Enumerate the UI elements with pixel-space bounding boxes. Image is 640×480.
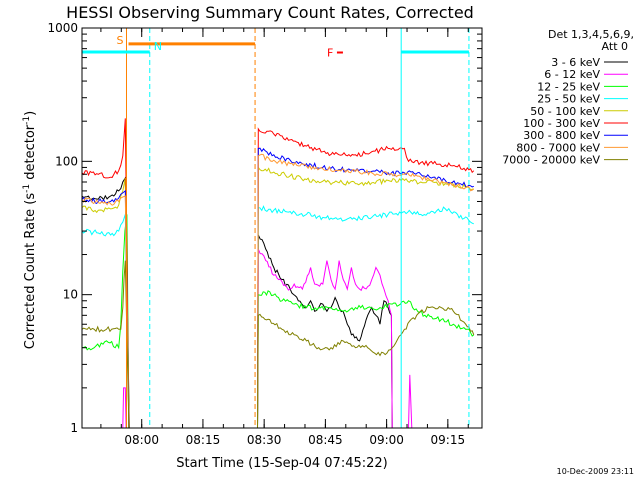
y-tick-label: 10: [63, 288, 78, 302]
legend-entry-label: 25 - 50 keV: [537, 93, 600, 106]
series-line: [81, 147, 474, 429]
series-layer: [81, 118, 482, 429]
chart-title: HESSI Observing Summary Count Rates, Cor…: [66, 3, 474, 22]
annotation-layer: S N F: [82, 28, 470, 428]
y-axis-label: Corrected Count Rate (s-1 detector-1): [22, 111, 38, 349]
series-line: [81, 153, 475, 429]
legend-entry-label: 7000 - 20000 keV: [502, 154, 600, 167]
flag-label: S: [116, 34, 123, 47]
legend-entry-label: 100 - 300 keV: [523, 117, 600, 130]
legend-header-attenuator: Att 0: [602, 40, 628, 53]
x-tick-label: 08:30: [247, 433, 282, 447]
legend-header-detectors: Det 1,3,4,5,6,9,: [548, 28, 634, 41]
series-line: [81, 260, 475, 429]
axes: [81, 27, 483, 429]
plot-frame: [81, 27, 483, 429]
x-tick-label: 09:00: [369, 433, 404, 447]
generation-timestamp: 10-Dec-2009 23:11: [557, 467, 634, 476]
legend-entry-label: 12 - 25 keV: [537, 80, 600, 93]
flag-label: F: [327, 47, 333, 60]
tick-labels: 08:00 08:15 08:30 08:45 09:00 09:15 1 10 100 1000: [47, 21, 465, 447]
y-tick-label: 100: [55, 154, 78, 168]
legend-entry-label: 800 - 7000 keV: [516, 141, 600, 154]
flag-label: N: [154, 40, 162, 53]
y-tick-label: 1000: [47, 21, 78, 35]
series-line: [82, 248, 482, 429]
series-line: [81, 214, 475, 429]
x-tick-label: 08:15: [186, 433, 221, 447]
y-tick-label: 1: [70, 421, 78, 435]
series-line: [81, 176, 482, 429]
legend-entry-label: 300 - 800 keV: [523, 129, 600, 142]
flag-marker: [336, 51, 343, 54]
legend-entry-label: 3 - 6 keV: [551, 56, 600, 69]
x-axis-label: Start Time (15-Sep-04 07:45:22): [176, 456, 387, 471]
series-line: [81, 205, 474, 429]
x-tick-label: 09:15: [431, 433, 466, 447]
x-tick-label: 08:00: [124, 433, 159, 447]
legend-entry-label: 50 - 100 keV: [530, 105, 600, 118]
legend-entry-label: 6 - 12 keV: [544, 68, 600, 81]
x-tick-label: 08:45: [308, 433, 343, 447]
